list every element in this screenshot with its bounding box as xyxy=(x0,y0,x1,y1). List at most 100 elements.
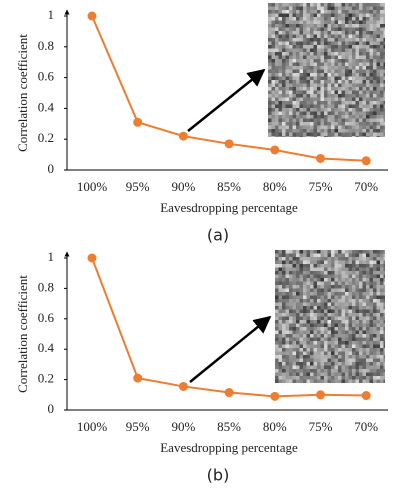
noise-pixel xyxy=(275,313,279,317)
noise-pixel xyxy=(359,59,363,63)
noise-pixel xyxy=(384,355,386,359)
noise-pixel xyxy=(286,77,290,81)
noise-pixel xyxy=(300,359,304,363)
noise-pixel xyxy=(272,45,276,49)
noise-pixel xyxy=(338,84,342,88)
noise-pixel xyxy=(272,84,276,88)
noise-pixel xyxy=(352,101,356,105)
noise-pixel xyxy=(296,98,300,102)
noise-pixel xyxy=(293,91,297,95)
noise-pixel xyxy=(289,87,293,91)
noise-pixel xyxy=(275,70,279,74)
noise-pixel xyxy=(342,119,346,123)
noise-pixel xyxy=(289,35,293,39)
noise-pixel xyxy=(293,129,297,133)
noise-pixel xyxy=(359,24,363,28)
noise-pixel xyxy=(356,87,360,91)
noise-pixel xyxy=(377,341,381,345)
noise-pixel xyxy=(303,52,307,56)
noise-pixel xyxy=(335,126,339,130)
noise-pixel xyxy=(349,366,353,370)
noise-pixel xyxy=(272,24,276,28)
noise-pixel xyxy=(300,296,304,300)
noise-pixel xyxy=(296,299,300,303)
noise-pixel xyxy=(310,35,314,39)
noise-pixel xyxy=(370,119,374,123)
y-tick-label: 0 xyxy=(48,161,55,176)
noise-pixel xyxy=(373,285,377,289)
noise-pixel xyxy=(286,73,290,77)
noise-pixel xyxy=(366,112,370,116)
noise-pixel xyxy=(380,352,384,356)
noise-pixel xyxy=(303,7,307,11)
noise-pixel xyxy=(370,331,374,335)
noise-pixel xyxy=(359,369,363,373)
noise-pixel xyxy=(359,324,363,328)
noise-pixel xyxy=(272,66,276,70)
noise-pixel xyxy=(331,352,335,356)
noise-pixel xyxy=(377,28,381,32)
noise-pixel xyxy=(310,17,314,21)
noise-pixel xyxy=(303,94,307,98)
noise-pixel xyxy=(335,112,339,116)
noise-pixel xyxy=(370,42,374,46)
noise-pixel xyxy=(338,261,342,265)
noise-pixel xyxy=(331,94,335,98)
noise-pixel xyxy=(314,101,318,105)
noise-pixel xyxy=(373,250,377,254)
noise-pixel xyxy=(384,49,386,53)
noise-pixel xyxy=(356,115,360,119)
noise-pixel xyxy=(342,59,346,63)
noise-pixel xyxy=(335,289,339,293)
noise-pixel xyxy=(314,268,318,272)
noise-pixel xyxy=(370,133,374,137)
noise-pixel xyxy=(377,352,381,356)
noise-pixel xyxy=(366,56,370,60)
noise-pixel xyxy=(349,261,353,265)
noise-pixel xyxy=(345,369,349,373)
noise-pixel xyxy=(352,292,356,296)
noise-pixel xyxy=(342,320,346,324)
noise-pixel xyxy=(317,84,321,88)
noise-pixel xyxy=(377,7,381,11)
noise-pixel xyxy=(300,3,304,7)
noise-pixel xyxy=(303,376,307,380)
noise-pixel xyxy=(331,303,335,307)
noise-pixel xyxy=(293,355,297,359)
noise-pixel xyxy=(380,10,384,14)
noise-pixel xyxy=(363,271,367,275)
noise-pixel xyxy=(321,14,325,18)
noise-pixel xyxy=(307,310,311,314)
noise-pixel xyxy=(331,129,335,133)
noise-pixel xyxy=(314,289,318,293)
noise-pixel xyxy=(356,101,360,105)
noise-pixel xyxy=(352,24,356,28)
noise-pixel xyxy=(335,129,339,133)
noise-pixel xyxy=(275,129,279,133)
noise-pixel xyxy=(377,320,381,324)
noise-pixel xyxy=(317,63,321,67)
noise-pixel xyxy=(349,306,353,310)
noise-pixel xyxy=(373,115,377,119)
noise-pixel xyxy=(321,108,325,112)
noise-pixel xyxy=(338,35,342,39)
noise-pixel xyxy=(342,87,346,91)
x-tick-label: 90% xyxy=(171,179,195,194)
noise-pixel xyxy=(307,14,311,18)
noise-pixel xyxy=(296,101,300,105)
noise-pixel xyxy=(296,3,300,7)
noise-pixel xyxy=(338,313,342,317)
noise-pixel xyxy=(303,28,307,32)
noise-pixel xyxy=(279,345,283,349)
noise-pixel xyxy=(279,77,283,81)
noise-pixel xyxy=(317,359,321,363)
noise-pixel xyxy=(286,355,290,359)
noise-pixel xyxy=(352,380,356,384)
noise-pixel xyxy=(356,334,360,338)
noise-pixel xyxy=(338,275,342,279)
noise-pixel xyxy=(286,327,290,331)
noise-pixel xyxy=(342,324,346,328)
noise-pixel xyxy=(370,303,374,307)
noise-pixel xyxy=(296,119,300,123)
noise-pixel xyxy=(300,70,304,74)
